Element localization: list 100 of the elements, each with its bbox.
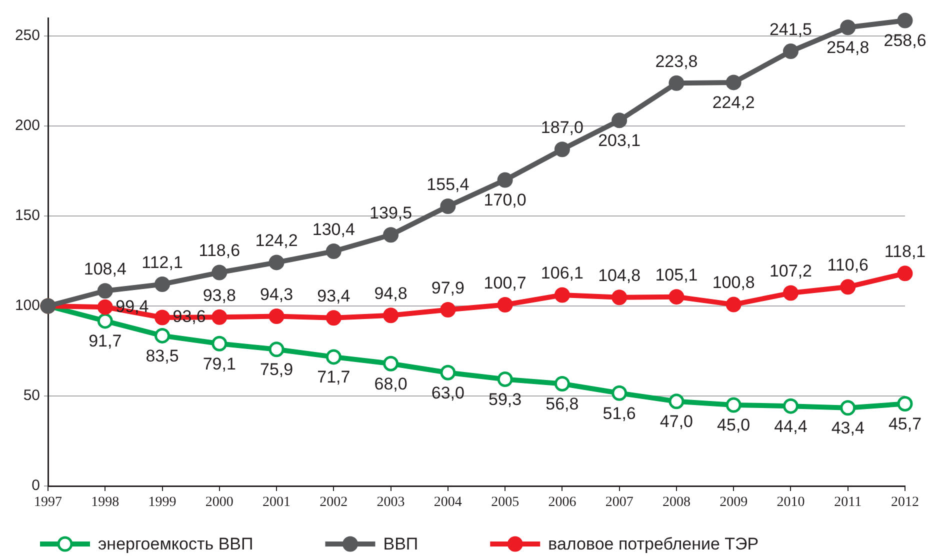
point: [897, 396, 913, 412]
point: [612, 112, 628, 128]
data-label: 43,4: [831, 418, 864, 438]
point: [212, 264, 228, 280]
data-label: 45,0: [717, 416, 750, 435]
data-label: 104,8: [598, 266, 641, 286]
data-label: 124,2: [255, 231, 298, 250]
point: [782, 44, 798, 60]
point: [554, 287, 570, 303]
data-label: 203,1: [598, 131, 641, 150]
point: [612, 385, 628, 401]
data-label: 59,3: [488, 390, 522, 409]
data-label: 107,2: [769, 262, 812, 281]
data-label: 68,0: [374, 374, 408, 394]
point: [383, 227, 399, 243]
data-label: 83,5: [146, 346, 179, 366]
data-label: 254,8: [826, 38, 870, 58]
point: [97, 283, 113, 299]
point: [268, 308, 284, 324]
point: [840, 400, 856, 416]
point: [554, 142, 570, 158]
x-tick-label: 2008: [662, 495, 690, 510]
x-tick-label: 2001: [262, 495, 291, 510]
point: [440, 302, 456, 318]
point: [726, 74, 742, 90]
data-label: 94,3: [260, 284, 294, 304]
point: [726, 296, 742, 312]
point: [268, 254, 284, 270]
x-tick-label: 2007: [605, 495, 634, 510]
x-tick-label: 2004: [434, 495, 462, 510]
data-label: 79,1: [202, 354, 236, 374]
data-label: 118,1: [884, 242, 926, 262]
data-label: 75,9: [260, 360, 294, 380]
data-label: 139,5: [370, 204, 412, 223]
y-tick-label: 250: [14, 27, 40, 44]
legend-label: ВВП: [383, 534, 418, 554]
point: [668, 394, 684, 410]
point: [97, 299, 113, 315]
point: [212, 336, 228, 352]
point: [897, 266, 913, 282]
point: [897, 12, 913, 28]
point: [668, 75, 684, 91]
point: [326, 310, 342, 326]
y-tick-label: 200: [14, 117, 40, 134]
x-tick-label: 2012: [891, 495, 919, 510]
data-label: 100,8: [712, 273, 755, 292]
point: [612, 290, 628, 306]
data-label: 155,4: [426, 174, 470, 194]
data-label: 94,8: [374, 284, 408, 304]
x-tick-label: 1998: [91, 495, 120, 510]
data-label: 63,0: [431, 383, 464, 402]
legend-label: энергоемкость ВВП: [98, 534, 254, 554]
data-label: 258,6: [884, 31, 926, 50]
point: [840, 20, 856, 36]
x-tick-label: 2006: [548, 495, 576, 510]
x-tick-label: 2009: [720, 495, 748, 510]
data-label: 93,4: [317, 286, 350, 306]
point: [497, 372, 513, 388]
x-tick-label: 2011: [834, 495, 862, 510]
point: [440, 198, 456, 214]
x-tick-label: 2005: [491, 495, 520, 510]
data-label: 110,6: [827, 256, 869, 275]
point: [440, 364, 456, 380]
x-tick-label: 2002: [320, 495, 348, 510]
data-label: 112,1: [142, 252, 183, 272]
point: [326, 349, 342, 365]
y-tick-label: 0: [32, 477, 40, 494]
point: [554, 376, 570, 392]
point: [782, 285, 798, 301]
x-tick-label: 2000: [205, 495, 234, 510]
point: [154, 276, 170, 292]
point: [154, 328, 170, 344]
data-label: 91,7: [88, 332, 122, 351]
point: [212, 309, 228, 325]
legend-label: валовое потребление ТЭР: [548, 534, 759, 554]
data-label: 224,2: [712, 93, 755, 112]
y-tick-label: 100: [14, 297, 40, 314]
point: [726, 397, 742, 413]
data-label: 97,9: [431, 278, 464, 298]
data-label: 105,1: [655, 266, 698, 285]
data-label: 93,8: [202, 286, 236, 305]
data-label: 241,5: [769, 20, 812, 39]
data-label: 56,8: [546, 394, 579, 414]
y-tick-label: 50: [23, 387, 40, 404]
data-label: 51,6: [602, 404, 636, 423]
x-tick-label: 1997: [34, 495, 62, 510]
x-tick-label: 2003: [376, 495, 405, 510]
data-label: 223,8: [655, 52, 698, 71]
point: [383, 356, 399, 372]
data-label: 118,6: [198, 241, 240, 260]
x-tick-label: 1999: [148, 495, 176, 510]
data-label: 47,0: [660, 412, 694, 432]
data-label: 45,7: [888, 414, 922, 434]
point: [497, 296, 513, 312]
point: [154, 310, 170, 326]
x-tick-label: 2010: [776, 495, 805, 510]
data-label: 130,4: [312, 220, 355, 239]
data-label: 44,4: [774, 416, 808, 436]
point: [326, 244, 342, 260]
point: [497, 172, 513, 188]
